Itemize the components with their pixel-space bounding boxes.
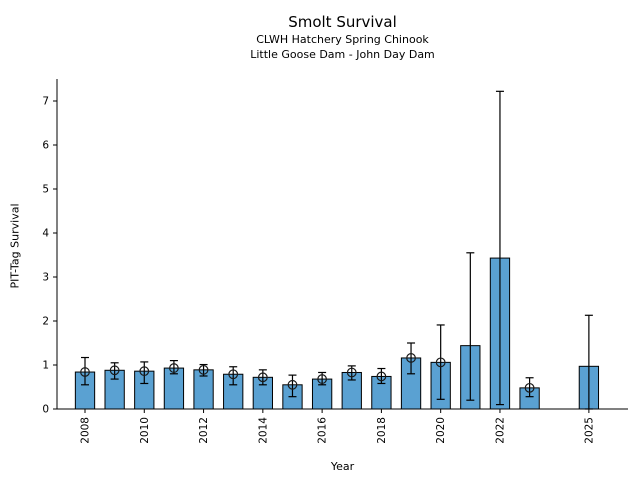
point-marker-2016	[317, 374, 328, 384]
point-marker-2014	[257, 372, 268, 383]
x-tick-label-2018: 2018	[376, 417, 388, 444]
point-marker-2020	[435, 357, 446, 368]
point-marker-2019	[406, 353, 416, 363]
point-marker-2012	[198, 364, 209, 375]
x-tick-label-2012: 2012	[198, 417, 210, 444]
y-tick-label-7: 7	[42, 96, 49, 108]
chart-subtitle-line1: CLWH Hatchery Spring Chinook	[256, 33, 429, 46]
y-tick-label-4: 4	[42, 228, 49, 240]
point-marker-2015	[287, 379, 298, 390]
x-tick-label-2025: 2025	[583, 417, 595, 444]
chart-subtitle-line2: Little Goose Dam - John Day Dam	[250, 48, 435, 61]
x-tick-label-2014: 2014	[257, 417, 269, 444]
y-tick-label-3: 3	[42, 272, 49, 284]
chart-title: Smolt Survival	[288, 13, 397, 31]
point-marker-2010	[139, 366, 150, 377]
point-marker-2011	[169, 363, 179, 373]
y-tick-label-1: 1	[42, 360, 49, 372]
x-axis-label: Year	[330, 460, 355, 473]
point-marker-2009	[109, 365, 120, 376]
x-tick-label-2016: 2016	[317, 417, 329, 444]
x-tick-label-2010: 2010	[139, 417, 151, 444]
y-tick-label-2: 2	[42, 316, 49, 328]
x-tick-label-2008: 2008	[80, 417, 92, 444]
point-marker-2023	[524, 382, 535, 393]
y-tick-label-0: 0	[42, 404, 49, 416]
point-marker-2008	[80, 367, 90, 377]
point-marker-2013	[228, 369, 239, 380]
point-marker-2018	[376, 371, 387, 382]
x-tick-label-2020: 2020	[435, 417, 447, 444]
x-tick-label-2022: 2022	[494, 417, 506, 444]
point-marker-2017	[346, 367, 357, 378]
y-tick-label-6: 6	[42, 140, 49, 152]
y-tick-label-5: 5	[42, 184, 49, 196]
